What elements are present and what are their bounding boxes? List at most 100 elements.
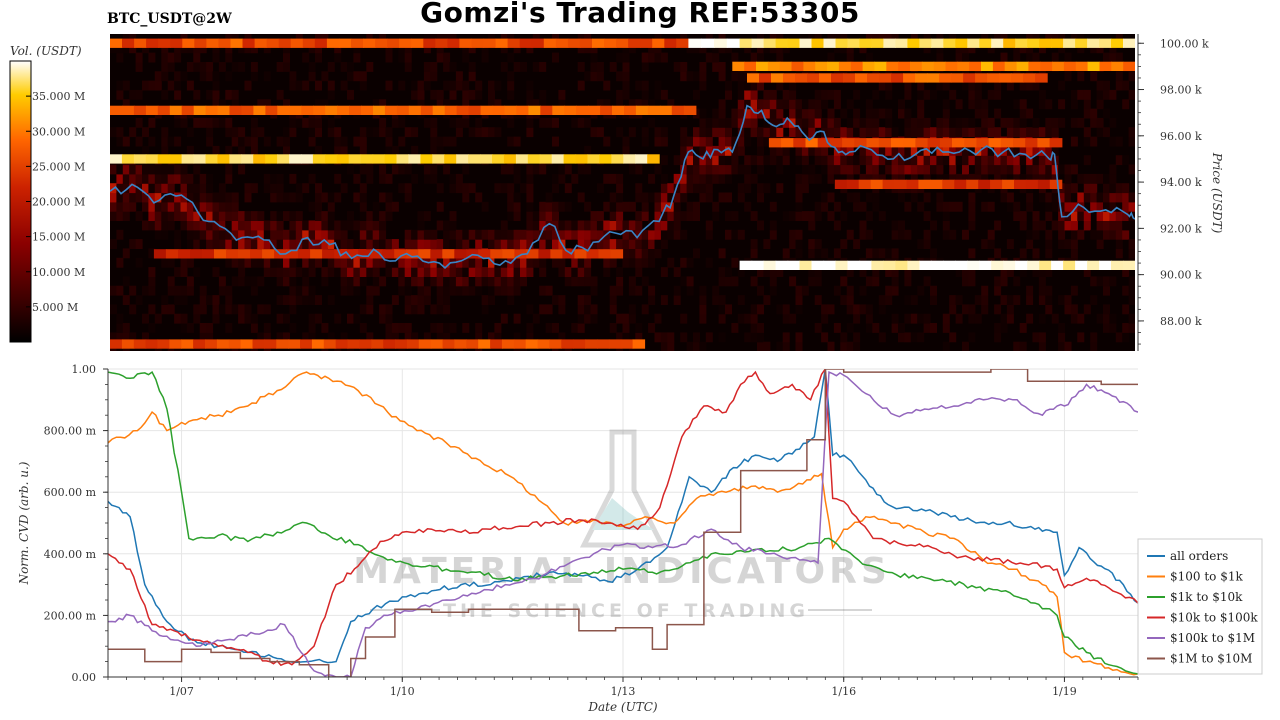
heatmap-cell bbox=[974, 89, 982, 100]
liquidity-wall bbox=[384, 105, 398, 115]
heatmap-cell bbox=[872, 108, 880, 119]
heatmap-cell bbox=[1109, 201, 1117, 212]
heatmap-cell bbox=[1064, 164, 1072, 175]
heatmap-cell bbox=[385, 313, 393, 324]
heatmap-cell bbox=[840, 155, 848, 166]
heatmap-cell bbox=[955, 267, 963, 277]
heatmap-cell bbox=[552, 257, 559, 268]
heatmap-cell bbox=[539, 229, 547, 240]
heatmap-cell bbox=[206, 173, 214, 184]
heatmap-cell bbox=[500, 183, 508, 194]
heatmap-cell bbox=[1103, 201, 1110, 212]
heatmap-cell bbox=[539, 267, 547, 277]
heatmap-cell bbox=[782, 155, 790, 166]
heatmap-cell bbox=[366, 239, 374, 249]
heatmap-cell bbox=[686, 201, 694, 212]
heatmap-cell bbox=[744, 127, 752, 138]
heatmap-cell bbox=[898, 99, 905, 110]
heatmap-cell bbox=[359, 201, 367, 212]
heatmap-cell bbox=[154, 229, 162, 240]
heatmap-cell bbox=[1090, 201, 1098, 212]
heatmap-cell bbox=[308, 323, 316, 333]
heatmap-cell bbox=[334, 136, 342, 147]
heatmap-cell bbox=[859, 127, 867, 138]
heatmap-cell bbox=[455, 239, 463, 249]
heatmap-cell bbox=[1115, 52, 1123, 63]
heatmap-cell bbox=[917, 80, 925, 91]
heatmap-cell bbox=[110, 285, 117, 296]
heatmap-cell bbox=[186, 276, 194, 287]
heatmap-cell bbox=[1051, 173, 1059, 184]
heatmap-cell bbox=[853, 108, 861, 119]
heatmap-cell bbox=[1096, 173, 1104, 184]
liquidity-wall bbox=[608, 339, 622, 349]
liquidity-wall bbox=[951, 73, 964, 83]
heatmap-cell bbox=[455, 267, 463, 277]
liquidity-wall bbox=[430, 249, 443, 259]
liquidity-wall bbox=[555, 38, 569, 48]
heatmap-cell bbox=[186, 127, 194, 138]
heatmap-cell bbox=[1064, 304, 1072, 315]
heatmap-cell bbox=[648, 220, 656, 231]
liquidity-wall bbox=[955, 260, 968, 270]
heatmap-cell bbox=[263, 173, 271, 184]
heatmap-cell bbox=[174, 192, 182, 203]
heatmap-cell bbox=[385, 43, 393, 54]
heatmap-cell bbox=[1122, 267, 1130, 277]
heatmap-cell bbox=[789, 99, 797, 110]
heatmap-cell bbox=[1058, 239, 1066, 249]
heatmap-cell bbox=[321, 99, 329, 110]
heatmap-cell bbox=[302, 229, 310, 240]
heatmap-cell bbox=[122, 192, 130, 203]
heatmap-cell bbox=[1103, 52, 1110, 63]
heatmap-cell bbox=[206, 127, 214, 138]
liquidity-wall bbox=[170, 38, 183, 48]
heatmap-cell bbox=[962, 267, 969, 277]
heatmap-cell bbox=[757, 80, 764, 91]
heatmap-cell bbox=[250, 257, 258, 268]
heatmap-cell bbox=[936, 173, 944, 184]
heatmap-cell bbox=[616, 173, 624, 184]
heatmap-cell bbox=[814, 173, 822, 184]
heatmap-cell bbox=[436, 89, 444, 100]
heatmap-cell bbox=[110, 332, 117, 343]
heatmap-cell bbox=[295, 183, 303, 194]
heatmap-cell bbox=[161, 52, 169, 63]
heatmap-cell bbox=[660, 192, 668, 203]
liquidity-wall bbox=[604, 38, 617, 48]
heatmap-cell bbox=[628, 257, 636, 268]
heatmap-cell bbox=[302, 285, 310, 296]
heatmap-cell bbox=[276, 276, 284, 287]
heatmap-cell bbox=[744, 332, 752, 343]
liquidity-wall bbox=[217, 154, 230, 164]
heatmap-cell bbox=[590, 304, 598, 315]
heatmap-cell bbox=[218, 183, 226, 194]
liquidity-wall bbox=[954, 179, 967, 189]
heatmap-cell bbox=[750, 127, 758, 138]
liquidity-wall bbox=[592, 38, 605, 48]
liquidity-wall bbox=[395, 339, 408, 349]
heatmap-cell bbox=[539, 239, 547, 249]
heatmap-cell bbox=[693, 155, 700, 166]
liquidity-wall bbox=[931, 38, 944, 48]
heatmap-cell bbox=[436, 332, 444, 343]
heatmap-cell bbox=[148, 192, 156, 203]
heatmap-cell bbox=[263, 136, 271, 147]
heatmap-cell bbox=[1077, 313, 1085, 324]
heatmap-cell bbox=[763, 183, 771, 194]
liquidity-wall bbox=[435, 38, 448, 48]
heatmap-cell bbox=[321, 276, 329, 287]
heatmap-cell bbox=[1000, 267, 1008, 277]
liquidity-wall bbox=[205, 105, 219, 115]
heatmap-cell bbox=[212, 239, 220, 249]
heatmap-cell bbox=[513, 239, 521, 249]
heatmap-cell bbox=[1096, 127, 1104, 138]
heatmap-cell bbox=[308, 43, 316, 54]
heatmap-cell bbox=[443, 239, 451, 249]
heatmap-cell bbox=[199, 201, 207, 212]
heatmap-cell bbox=[1058, 295, 1066, 305]
heatmap-cell bbox=[308, 71, 316, 82]
heatmap-cell bbox=[1026, 43, 1034, 54]
heatmap-cell bbox=[308, 201, 316, 212]
heatmap-cell bbox=[308, 295, 316, 305]
